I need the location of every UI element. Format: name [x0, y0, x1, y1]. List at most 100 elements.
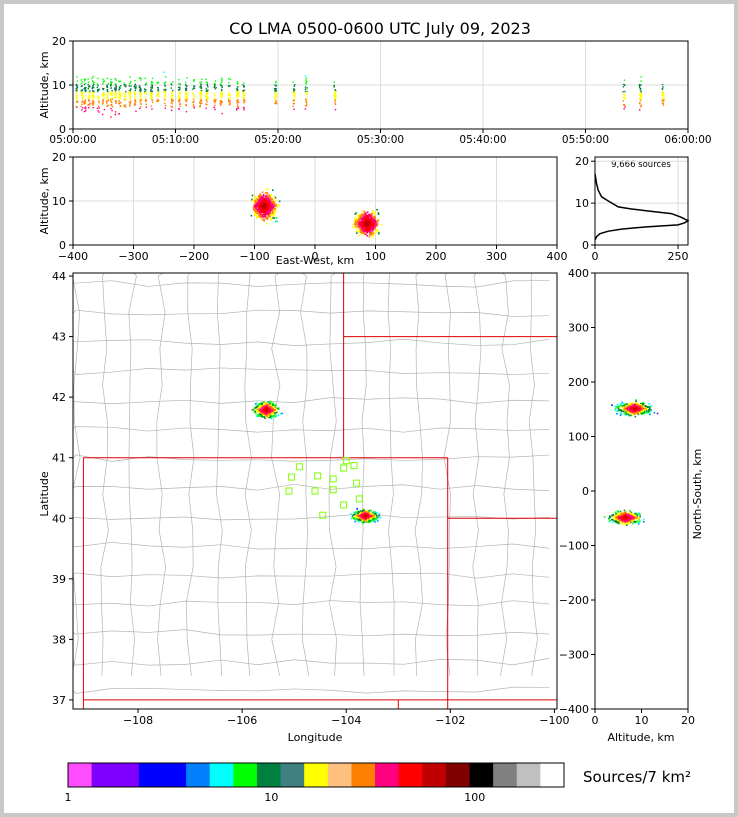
source-point	[205, 78, 207, 80]
source-point	[151, 101, 154, 104]
source-point	[622, 83, 625, 86]
source-point	[75, 88, 77, 90]
source-point	[361, 222, 364, 225]
source-point	[76, 94, 78, 97]
source-point	[185, 98, 188, 100]
source-point	[179, 105, 181, 108]
source-point	[623, 108, 625, 110]
source-point	[199, 106, 201, 108]
source-point	[139, 87, 142, 89]
source-point	[115, 85, 118, 88]
source-point	[102, 100, 104, 102]
source-point	[220, 77, 223, 79]
source-point	[624, 96, 626, 99]
source-point	[76, 89, 78, 92]
source-point	[615, 520, 617, 522]
source-point	[334, 103, 337, 106]
source-point	[206, 84, 209, 87]
source-point	[367, 518, 370, 521]
source-point	[626, 407, 628, 410]
source-point	[259, 193, 262, 195]
source-point	[264, 202, 266, 205]
ns-panel-ylabel: North-South, km	[691, 449, 704, 540]
source-point	[627, 516, 629, 518]
source-point	[123, 92, 125, 94]
source-point	[369, 214, 372, 217]
source-point	[253, 407, 256, 409]
source-point	[151, 84, 153, 86]
county-line	[387, 273, 395, 676]
source-point	[107, 83, 110, 85]
source-point	[151, 77, 154, 80]
source-point	[87, 88, 89, 90]
source-point	[371, 519, 373, 522]
source-point	[640, 92, 642, 95]
source-point	[612, 519, 615, 521]
source-point	[275, 82, 277, 84]
source-point	[170, 98, 173, 101]
source-point	[292, 81, 294, 83]
colorbar-swatch	[469, 763, 494, 787]
source-point	[134, 96, 136, 98]
source-point	[123, 104, 125, 107]
source-point	[254, 412, 257, 414]
source-point	[242, 84, 244, 86]
source-point	[354, 226, 357, 229]
source-point	[378, 232, 380, 235]
source-point	[264, 211, 266, 214]
source-point	[365, 217, 368, 219]
source-point	[363, 217, 366, 219]
source-point	[334, 97, 337, 99]
source-point	[306, 93, 308, 95]
source-point	[135, 85, 137, 87]
source-point	[164, 102, 166, 105]
source-point	[619, 407, 622, 410]
source-point	[84, 102, 86, 104]
source-point	[627, 407, 629, 409]
colorbar-swatch	[233, 763, 258, 787]
source-point	[614, 514, 617, 517]
colorbar-swatch	[304, 763, 329, 787]
source-point	[101, 94, 104, 97]
source-point	[102, 83, 104, 85]
source-point	[259, 406, 262, 408]
source-point	[360, 215, 363, 217]
source-point	[266, 406, 269, 409]
source-point	[368, 235, 371, 238]
source-point	[119, 87, 121, 89]
source-point	[626, 404, 628, 407]
source-point	[616, 515, 619, 517]
source-point	[261, 202, 263, 205]
source-point	[144, 98, 147, 101]
source-point	[236, 96, 238, 99]
source-point	[244, 100, 246, 102]
source-point	[262, 414, 265, 416]
source-point	[156, 81, 159, 84]
source-point	[267, 413, 270, 416]
source-point	[628, 403, 631, 406]
source-point	[272, 402, 274, 404]
source-point	[261, 207, 263, 210]
source-point	[366, 231, 369, 233]
source-point	[362, 514, 365, 517]
lma-station	[285, 487, 293, 495]
source-point	[616, 516, 619, 519]
source-point	[134, 92, 136, 94]
source-point	[269, 413, 271, 415]
source-point	[134, 100, 136, 103]
source-point	[254, 195, 256, 198]
source-point	[262, 215, 264, 218]
source-point	[262, 207, 264, 210]
source-point	[628, 513, 631, 516]
source-point	[111, 94, 113, 96]
source-point	[639, 98, 641, 100]
county-line	[73, 541, 550, 550]
source-point	[84, 82, 87, 85]
source-point	[367, 215, 369, 217]
source-point	[207, 98, 209, 100]
lma-stations	[285, 457, 363, 519]
source-point	[623, 97, 626, 100]
source-point	[276, 411, 278, 414]
source-point	[106, 77, 109, 80]
source-point	[358, 518, 361, 521]
